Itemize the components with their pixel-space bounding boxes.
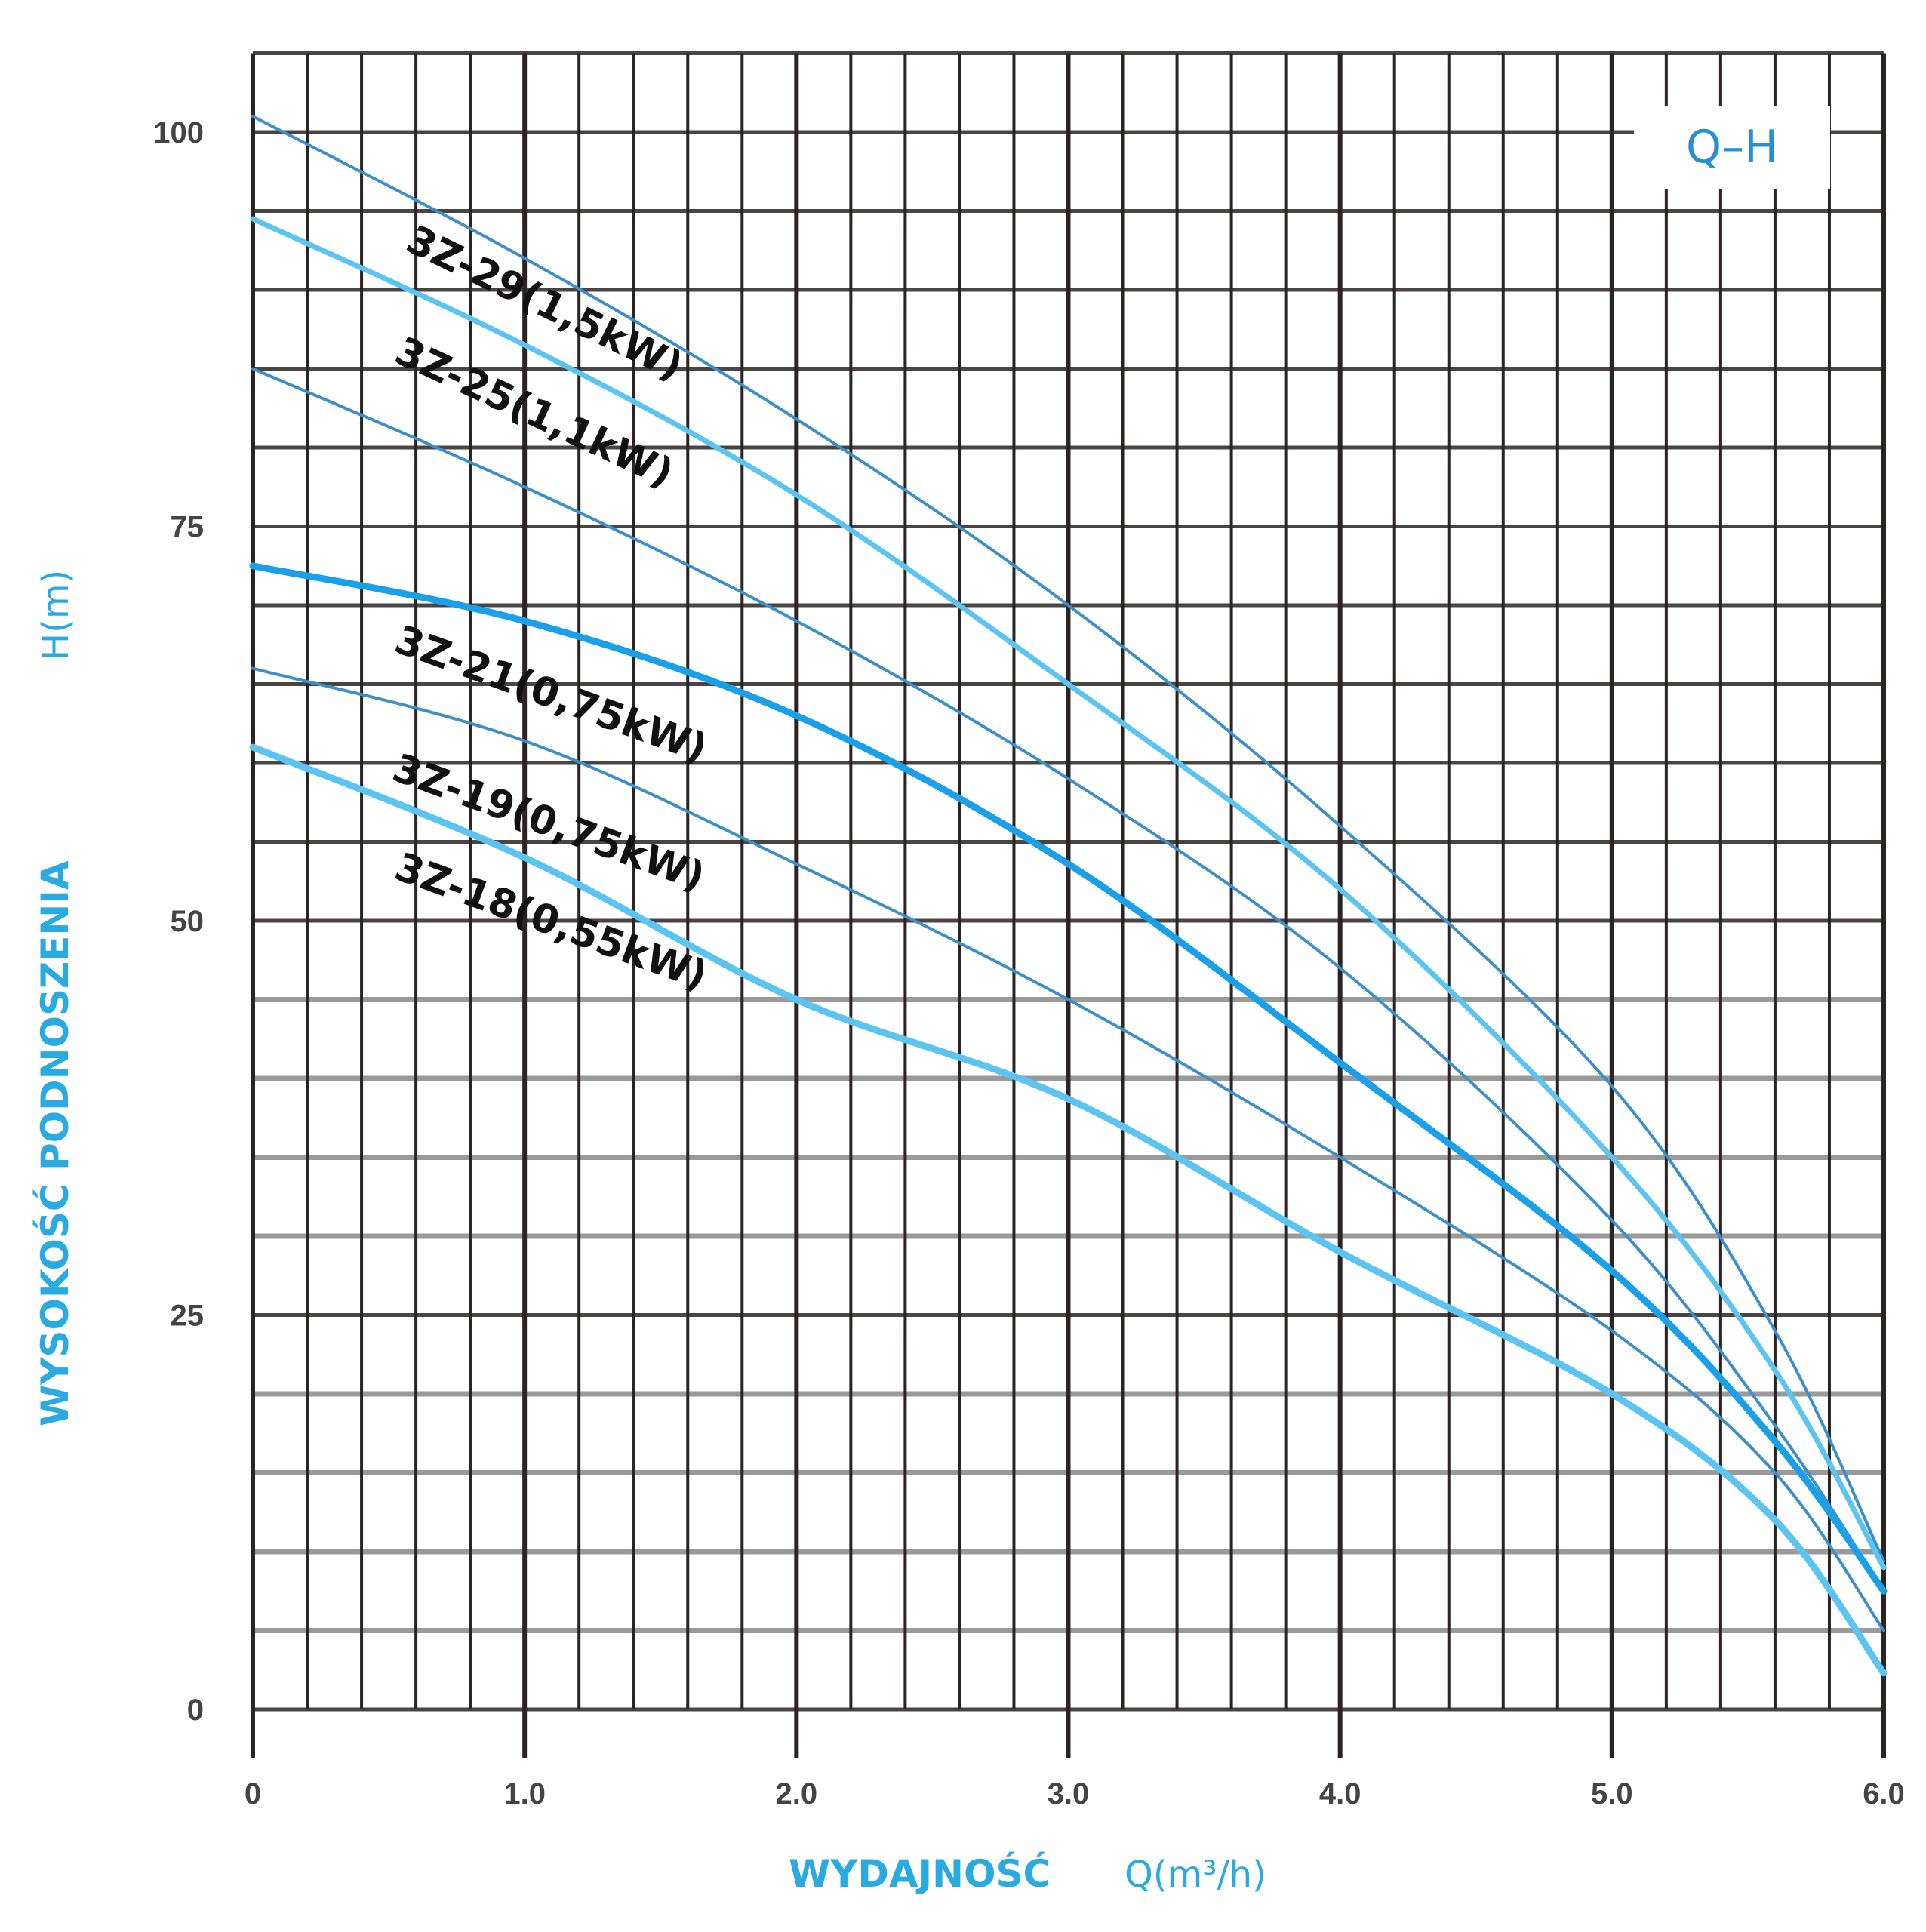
y-tick-label: 100 (153, 116, 204, 149)
x-axis-unit: Q(m³/h) (1125, 1854, 1266, 1896)
x-axis-label: WYDAJNOŚĆ (789, 1851, 1051, 1896)
series-line (251, 115, 1885, 1563)
series-line (249, 562, 1888, 1595)
x-tick-label: 6.0 (1863, 1777, 1905, 1810)
chart-title: Q–H (1686, 121, 1778, 174)
x-tick-label: 3.0 (1048, 1777, 1090, 1810)
y-tick-label: 50 (171, 905, 205, 938)
title-box (1634, 106, 1830, 189)
tick-labels: 0 1.0 2.0 3.0 4.0 5.0 6.0 0 25 50 75 100 (153, 116, 1905, 1810)
curves (249, 115, 1888, 1677)
series-line (251, 666, 1885, 1632)
curve-label: 3Z-21(0,75kW) (389, 617, 713, 772)
y-axis-unit: H(m) (35, 570, 77, 660)
x-tick-label: 4.0 (1319, 1777, 1361, 1810)
series-line (250, 216, 1887, 1571)
x-tick-label: 2.0 (776, 1777, 818, 1810)
x-tick-label: 1.0 (503, 1777, 546, 1810)
y-tick-label: 75 (171, 511, 205, 544)
y-tick-label: 0 (187, 1694, 204, 1727)
x-tick-label: 5.0 (1591, 1777, 1633, 1810)
x-tick-label: 0 (245, 1777, 261, 1810)
series-line (249, 743, 1888, 1677)
y-tick-label: 25 (171, 1300, 205, 1333)
curve-labels: 3Z-29(1,5kW) 3Z-25(1,1kW) 3Z-21(0,75kW) … (387, 217, 713, 999)
y-axis-label: WYSOKOŚĆ PODNOSZENIA (32, 860, 77, 1426)
series-line (251, 367, 1885, 1593)
